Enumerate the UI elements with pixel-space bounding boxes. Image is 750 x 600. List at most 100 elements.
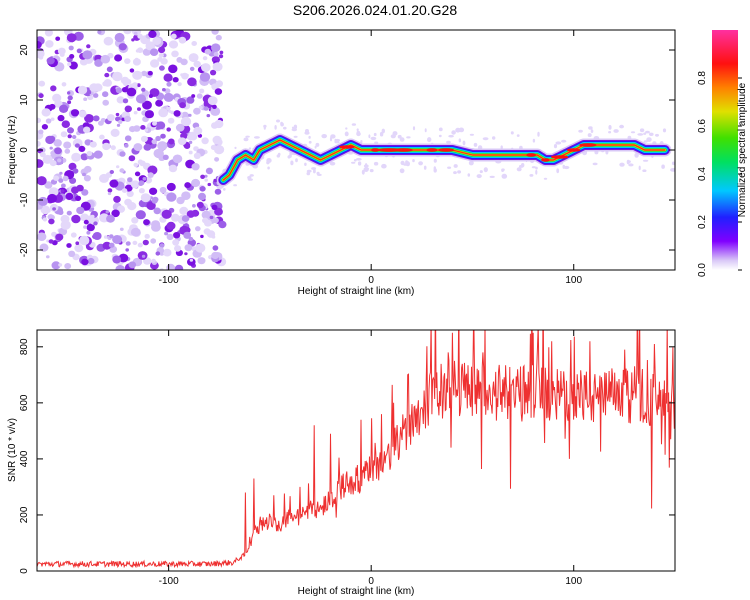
noise-blob <box>54 147 62 155</box>
noise-blob <box>212 104 217 110</box>
faint-blob <box>304 162 307 166</box>
faint-blob <box>427 137 432 143</box>
noise-blob <box>178 36 187 44</box>
faint-blob <box>501 168 505 171</box>
colorbar-tick-label: 0.6 <box>697 119 708 133</box>
faint-blob <box>334 140 340 144</box>
y-tick-label: 400 <box>19 450 30 467</box>
snr-background <box>37 330 675 571</box>
noise-blob <box>214 119 224 129</box>
noise-blob <box>59 104 69 114</box>
noise-blob <box>168 138 175 145</box>
faint-blob <box>399 137 405 142</box>
noise-blob <box>200 234 204 239</box>
noise-blob <box>66 210 72 216</box>
noise-blob <box>67 127 74 134</box>
faint-blob <box>321 134 328 139</box>
noise-blob <box>72 168 79 174</box>
faint-blob <box>373 161 379 166</box>
noise-blob <box>52 207 56 211</box>
noise-blob <box>109 234 114 239</box>
noise-blob <box>166 233 174 241</box>
noise-blob <box>214 188 222 195</box>
noise-blob <box>166 81 172 87</box>
faint-blob <box>670 168 675 172</box>
noise-blob <box>50 117 55 121</box>
noise-blob <box>179 206 189 215</box>
ridge-hotspot <box>371 148 380 152</box>
noise-blob <box>76 48 82 54</box>
snr-panel: -100 0 100 0 200 400 600 800 Height of straight… <box>7 329 676 597</box>
noise-blob <box>184 252 188 256</box>
noise-blob <box>121 188 128 194</box>
noise-blob <box>146 201 156 210</box>
faint-blob <box>363 167 369 172</box>
noise-blob <box>160 133 166 139</box>
faint-blob <box>655 133 659 137</box>
faint-blob <box>314 145 317 149</box>
colorbar-ticks: 0.0 0.2 0.4 0.6 0.8 <box>697 71 742 277</box>
noise-blob <box>148 30 157 38</box>
faint-blob <box>473 142 478 147</box>
faint-blob <box>253 136 260 139</box>
noise-blob <box>191 94 196 98</box>
faint-blob <box>642 169 647 172</box>
snr-frame <box>36 329 676 572</box>
noise-blob <box>129 68 135 73</box>
noise-blob <box>204 48 211 55</box>
noise-blob <box>132 82 138 87</box>
faint-blob <box>587 133 592 138</box>
noise-blob <box>127 202 137 211</box>
noise-blob <box>130 180 140 189</box>
noise-blob <box>67 134 72 139</box>
noise-blob <box>211 235 216 239</box>
colorbar-label: Normalized spectral amplitude <box>737 82 748 217</box>
noise-blob <box>63 141 72 149</box>
faint-blob <box>355 157 362 161</box>
noise-blob <box>198 192 206 201</box>
faint-blob <box>483 167 488 173</box>
noise-blob <box>121 87 128 93</box>
faint-blob <box>626 159 630 165</box>
figure-title: S206.2026.024.01.20.G28 <box>292 2 458 18</box>
faint-blob <box>447 166 452 169</box>
faint-blob <box>329 161 336 166</box>
noise-blob <box>38 80 46 87</box>
noise-blob <box>135 210 146 220</box>
noise-blob <box>102 142 111 151</box>
noise-blob <box>118 119 123 124</box>
noise-blob <box>68 250 76 257</box>
ridge-hotspot <box>579 143 597 147</box>
noise-blob <box>186 96 195 104</box>
faint-blob <box>476 174 482 179</box>
noise-blob <box>218 54 224 59</box>
faint-blob <box>510 131 514 135</box>
noise-blob <box>51 261 61 270</box>
noise-blob <box>82 50 93 60</box>
noise-blob <box>119 227 124 231</box>
ridge-hotspot <box>339 145 355 149</box>
noise-blob <box>162 88 166 92</box>
faint-blob <box>248 147 252 150</box>
x-tick-label: -100 <box>159 576 179 587</box>
noise-blob <box>38 129 44 135</box>
faint-blob <box>608 131 612 134</box>
noise-blob <box>60 131 68 138</box>
noise-blob <box>116 123 121 127</box>
faint-blob <box>563 165 570 170</box>
faint-blob <box>316 171 320 176</box>
noise-blob <box>213 51 219 57</box>
faint-blob <box>381 128 385 134</box>
noise-blob <box>150 59 160 68</box>
noise-blob <box>86 44 91 49</box>
noise-blob <box>76 206 85 215</box>
faint-blob <box>628 163 634 167</box>
noise-blob <box>168 40 179 49</box>
noise-blob <box>116 96 125 104</box>
noise-blob <box>142 177 147 181</box>
noise-blob <box>78 145 86 152</box>
noise-blob <box>164 88 171 94</box>
noise-blob <box>139 160 146 167</box>
noise-blob <box>151 220 161 229</box>
noise-blob <box>115 87 123 94</box>
